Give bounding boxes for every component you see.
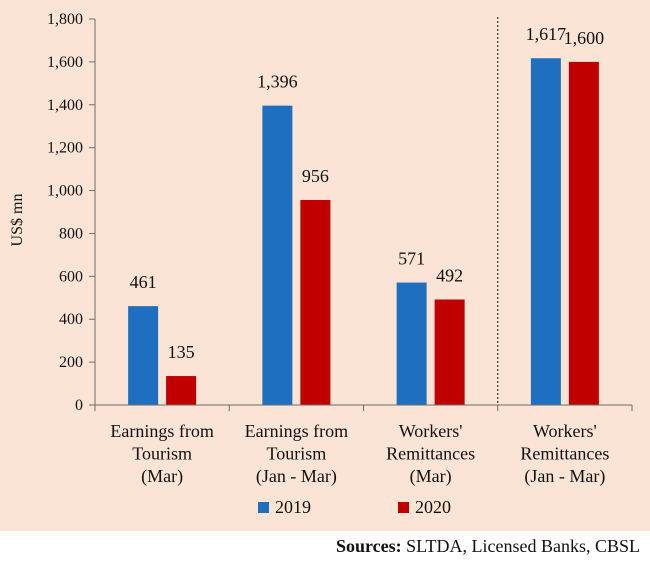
bar-2020 (434, 299, 465, 405)
y-axis-title: US$ mn (9, 194, 26, 247)
axes (94, 17, 633, 411)
legend-swatch-2020 (398, 502, 409, 513)
y-tick-label: 1,000 (47, 183, 83, 200)
bar-chart: 0 200 400 600 800 1,000 1,200 1,400 1,600 1,800 4… (0, 0, 650, 531)
category-label: Remittances (386, 444, 475, 464)
data-label-2020: 956 (302, 166, 329, 186)
bar-2019 (530, 58, 561, 405)
bar-2020 (568, 61, 599, 406)
category-label: (Mar) (410, 466, 452, 487)
category-label: (Jan - Mar) (256, 466, 337, 487)
data-label-2019: 1,396 (257, 72, 298, 92)
category-label: Earnings from (110, 421, 213, 441)
category-label: Earnings from (245, 421, 348, 441)
source-label: Sources: (335, 536, 402, 556)
legend-label-2020: 2020 (415, 497, 451, 517)
legend-label-2019: 2019 (275, 497, 311, 517)
category-label: Remittances (520, 444, 609, 464)
data-label-2020: 135 (168, 342, 195, 362)
legend-swatch-2019 (258, 502, 269, 513)
category-label: Workers' (533, 421, 597, 441)
legend: 2019 2020 (258, 497, 451, 517)
category-label: Tourism (267, 444, 327, 464)
y-tick-label: 800 (59, 225, 83, 242)
y-tick-label: 1,200 (47, 140, 83, 157)
y-tick-label: 1,400 (47, 97, 83, 114)
data-label-2020: 492 (436, 265, 463, 285)
data-label-2019: 1,617 (526, 24, 567, 44)
bars (128, 58, 599, 406)
data-label-2019: 571 (398, 249, 425, 269)
bar-2020 (166, 376, 197, 405)
bar-2019 (396, 282, 427, 405)
y-tick-label: 400 (59, 311, 83, 328)
bar-2020 (300, 199, 331, 405)
category-label: (Jan - Mar) (524, 466, 605, 487)
y-tick-label: 0 (75, 397, 83, 414)
y-tick-label: 1,600 (47, 54, 83, 71)
source-text: SLTDA, Licensed Banks, CBSL (401, 536, 640, 556)
y-tick-label: 1,800 (47, 11, 83, 28)
y-tick-label: 200 (59, 354, 83, 371)
source-note: Sources: SLTDA, Licensed Banks, CBSL (336, 536, 640, 557)
data-label-2019: 461 (130, 272, 157, 292)
data-label-2020: 1,600 (564, 28, 605, 48)
category-label: Tourism (132, 444, 192, 464)
y-axis-ticks: 0 200 400 600 800 1,000 1,200 1,400 1,600 1,800 (47, 11, 95, 414)
category-label: Workers' (399, 421, 463, 441)
bar-2019 (128, 306, 159, 405)
category-label: (Mar) (141, 466, 183, 487)
y-tick-label: 600 (59, 268, 83, 285)
bar-2019 (262, 105, 293, 405)
